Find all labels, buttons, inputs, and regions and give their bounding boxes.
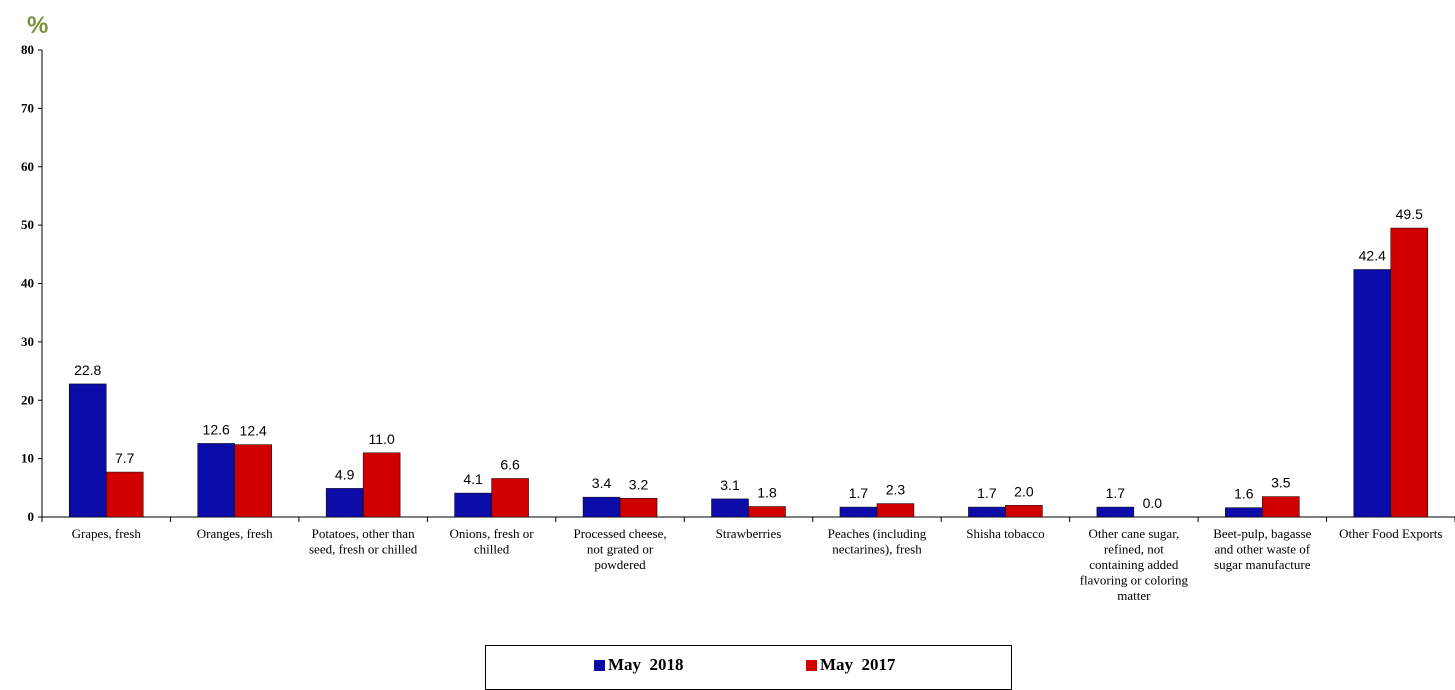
- data-label-series-2: 1.8: [757, 484, 777, 500]
- bar-series-2: [362, 452, 401, 518]
- bar-chart: % 0 10 20 30 40 50 60 70 80 Grapes, fresh Oranges,…: [21, 12, 1455, 603]
- data-label-series-1: 1.7: [977, 485, 997, 501]
- x-tick-label: Potatoes, other than seed, fresh or chill…: [309, 526, 418, 557]
- bars: [68, 227, 1429, 518]
- bar-series-2: [876, 503, 915, 518]
- data-label-series-2: 11.0: [369, 431, 395, 447]
- x-tick-label: Oranges, fresh: [197, 526, 273, 541]
- y-tick-label: 30: [21, 334, 34, 349]
- data-label-series-1: 4.9: [335, 466, 355, 482]
- x-tick-label: Other cane sugar, refined, not containing …: [1080, 526, 1189, 603]
- bar-series-1: [1096, 506, 1135, 518]
- data-label-series-1: 4.1: [463, 471, 483, 487]
- bar-series-1: [1225, 507, 1263, 518]
- y-tick-label: 40: [21, 276, 34, 291]
- bar-series-1: [582, 496, 621, 518]
- bar-series-2: [748, 506, 786, 518]
- x-tick-label: Beet-pulp, bagasse and other waste of suga…: [1213, 526, 1311, 572]
- legend-swatch-series-2: [806, 659, 817, 671]
- data-label-series-2: 12.4: [240, 423, 267, 439]
- legend-item-series-1: May 2018: [594, 655, 684, 675]
- bar-series-2: [1262, 496, 1300, 518]
- y-unit-label: %: [27, 12, 48, 39]
- data-labels: 22.8 12.6 4.9 4.1 3.4 3.1 1.7 1.7 1.7 1.6 42.4 7.7 1…: [74, 206, 1423, 511]
- bar-series-1: [325, 488, 364, 518]
- y-tick-label: 60: [21, 159, 34, 174]
- legend-item-series-2: May 2017: [806, 655, 896, 675]
- data-label-series-1: 1.7: [849, 485, 869, 501]
- data-label-series-1: 1.7: [1106, 485, 1126, 501]
- bar-series-1: [1353, 269, 1392, 518]
- data-label-series-1: 12.6: [203, 421, 230, 437]
- bar-series-2: [1005, 505, 1043, 518]
- bar-series-2: [1390, 227, 1429, 518]
- bar-series-2: [491, 478, 529, 518]
- x-tick-label: Onions, fresh or chilled: [450, 526, 535, 557]
- axes: 0 10 20 30 40 50 60 70 80 Grapes, fresh Oranges, f…: [21, 42, 1455, 603]
- data-label-series-2: 6.6: [500, 456, 520, 472]
- data-label-series-1: 22.8: [74, 362, 101, 378]
- bar-series-1: [711, 498, 749, 518]
- x-tick-label: Shisha tobacco: [966, 526, 1044, 541]
- bar-series-1: [839, 506, 878, 518]
- x-tick-label: Grapes, fresh: [72, 526, 142, 541]
- data-label-series-2: 3.5: [1271, 475, 1291, 491]
- data-label-series-2: 0.0: [1143, 495, 1163, 511]
- legend-swatch-series-1: [594, 659, 605, 671]
- x-tick-label: Other Food Exports: [1339, 526, 1442, 541]
- y-tick-label: 0: [28, 509, 35, 524]
- data-label-series-2: 3.2: [629, 476, 649, 492]
- bar-series-1: [454, 492, 492, 518]
- legend: May 2018 May 2017: [485, 645, 1012, 690]
- bar-series-1: [68, 383, 107, 518]
- bar-series-1: [197, 443, 235, 518]
- data-label-series-2: 2.0: [1014, 483, 1034, 499]
- x-tick-label: Peaches (including nectarines), fresh: [828, 526, 927, 557]
- bar-series-2: [619, 498, 658, 518]
- y-tick-label: 70: [21, 100, 34, 115]
- data-label-series-1: 3.1: [720, 477, 740, 493]
- bar-series-2: [105, 471, 144, 518]
- y-tick-label: 20: [21, 392, 34, 407]
- data-label-series-1: 1.6: [1234, 486, 1254, 502]
- y-tick-label: 50: [21, 217, 34, 232]
- data-label-series-2: 7.7: [115, 450, 135, 466]
- data-label-series-1: 3.4: [592, 475, 612, 491]
- bar-series-2: [234, 444, 272, 518]
- legend-label-series-2: May 2017: [820, 655, 896, 674]
- legend-label-series-1: May 2018: [608, 655, 684, 674]
- data-label-series-2: 2.3: [886, 482, 906, 498]
- bar-series-1: [968, 506, 1006, 518]
- y-tick-label: 80: [21, 42, 34, 57]
- x-tick-label: Processed cheese, not grated or powdered: [573, 526, 666, 572]
- x-tick-label: Strawberries: [716, 526, 782, 541]
- y-tick-label: 10: [21, 451, 34, 466]
- data-label-series-2: 49.5: [1396, 206, 1423, 222]
- data-label-series-1: 42.4: [1359, 247, 1386, 263]
